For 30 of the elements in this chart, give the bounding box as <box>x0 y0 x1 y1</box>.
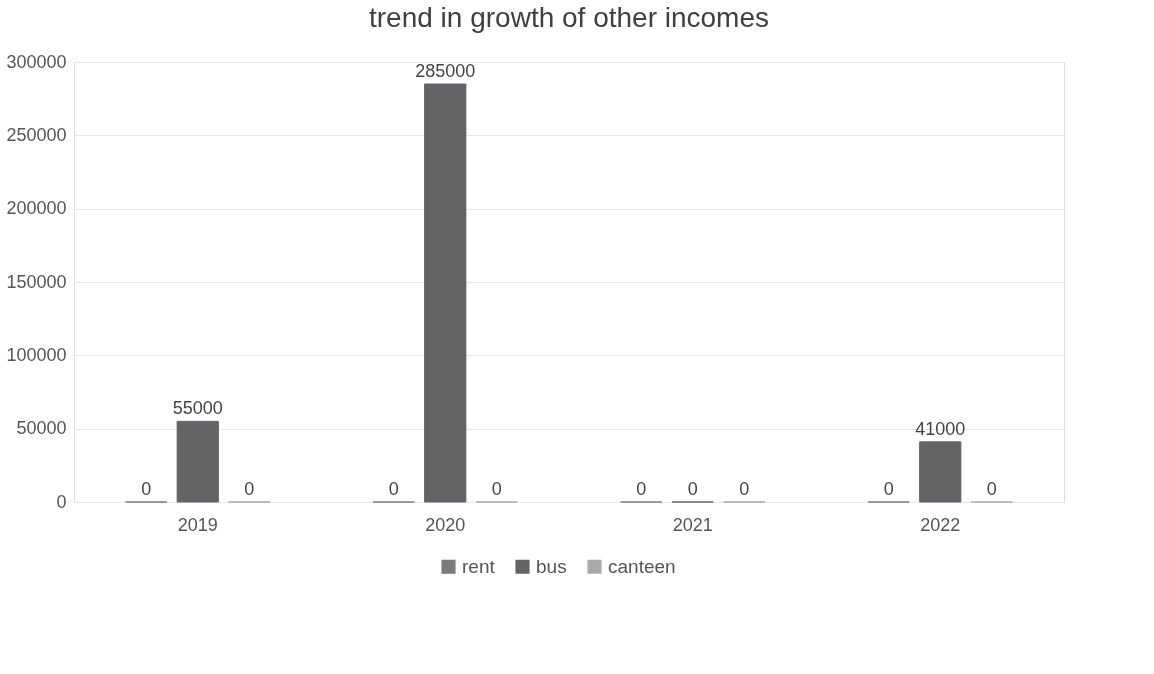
y-tick-label: 200000 <box>6 198 67 219</box>
data-label: 285000 <box>415 61 476 81</box>
x-tick-label: 2021 <box>672 514 713 535</box>
data-label: 55000 <box>172 398 223 419</box>
bar <box>919 441 962 503</box>
y-tick-label: 250000 <box>6 124 67 145</box>
data-label: 0 <box>388 479 399 499</box>
chart-title: trend in growth of other incomes <box>369 2 769 33</box>
legend-label: canteen <box>608 555 676 577</box>
x-tick-label: 2022 <box>920 514 961 535</box>
legend-label: bus <box>536 555 567 577</box>
y-tick-label: 300000 <box>6 51 67 72</box>
data-label: 0 <box>491 479 502 499</box>
data-label: 0 <box>739 479 750 499</box>
data-label: 0 <box>636 479 647 499</box>
bar <box>424 83 467 503</box>
legend-label: rent <box>462 555 496 577</box>
x-tick-label: 2019 <box>177 514 218 535</box>
data-label: 0 <box>141 479 152 499</box>
data-label: 0 <box>687 479 698 499</box>
data-label: 41000 <box>915 418 966 439</box>
y-tick-label: 50000 <box>16 418 67 439</box>
y-tick-label: 150000 <box>6 271 67 292</box>
y-tick-label: 100000 <box>6 344 67 365</box>
data-label: 0 <box>244 479 255 499</box>
x-tick-label: 2020 <box>425 514 466 535</box>
bar <box>176 420 219 503</box>
data-label: 0 <box>986 479 997 499</box>
data-label: 0 <box>883 479 894 499</box>
y-tick-label: 0 <box>56 491 67 512</box>
